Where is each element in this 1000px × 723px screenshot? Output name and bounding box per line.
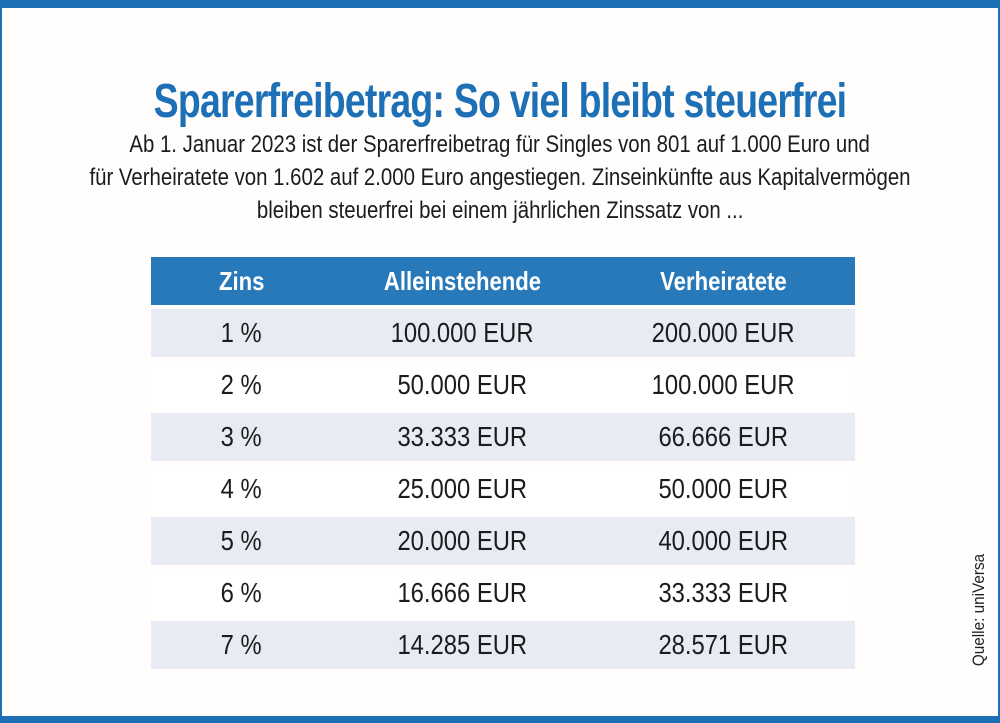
- cell-zins: 2 %: [220, 369, 263, 400]
- table-row: 1 % 100.000 EUR 200.000 EUR: [151, 309, 855, 357]
- intro-text: Ab 1. Januar 2023 ist der Sparerfreibetr…: [2, 128, 998, 227]
- table-row: 3 % 33.333 EUR 66.666 EUR: [151, 413, 855, 461]
- table-row: 6 % 16.666 EUR 33.333 EUR: [151, 569, 855, 617]
- bottom-accent-bar: [2, 716, 998, 723]
- cell-single: 100.000 EUR: [390, 317, 534, 348]
- cell-zins: 7 %: [220, 629, 263, 660]
- intro-line: Ab 1. Januar 2023 ist der Sparerfreibetr…: [129, 131, 871, 158]
- page-title-text: Sparerfreibetrag: So viel bleibt steuerf…: [153, 75, 847, 129]
- header-cell-verheiratete: Verheiratete: [592, 257, 855, 305]
- cell-married: 100.000 EUR: [652, 369, 795, 400]
- cell-zins: 4 %: [220, 473, 263, 504]
- cell-single: 20.000 EUR: [397, 525, 527, 556]
- cell-zins: 6 %: [220, 577, 263, 608]
- cell-zins: 1 %: [220, 317, 263, 348]
- cell-single: 50.000 EUR: [397, 369, 527, 400]
- source-caption: Quelle: uniVersa: [969, 553, 988, 667]
- intro-line: für Verheiratete von 1.602 auf 2.000 Eur…: [89, 164, 911, 191]
- intro-line: bleiben steuerfrei bei einem jährlichen …: [256, 197, 744, 224]
- header-cell-zins: Zins: [151, 257, 332, 305]
- cell-single: 14.285 EUR: [397, 629, 527, 660]
- cell-married: 28.571 EUR: [658, 629, 789, 660]
- cell-single: 33.333 EUR: [397, 421, 527, 452]
- header-cell-alleinstehende: Alleinstehende: [332, 257, 592, 305]
- cell-married: 40.000 EUR: [658, 525, 789, 556]
- cell-single: 16.666 EUR: [397, 577, 527, 608]
- cell-single: 25.000 EUR: [397, 473, 527, 504]
- page-title: Sparerfreibetrag: So viel bleibt steuerf…: [2, 74, 998, 129]
- allowance-table: Zins Alleinstehende Verheiratete 1 % 100…: [151, 253, 855, 673]
- cell-married: 33.333 EUR: [658, 577, 789, 608]
- top-accent-bar: [2, 0, 998, 8]
- cell-married: 66.666 EUR: [658, 421, 789, 452]
- table-row: 7 % 14.285 EUR 28.571 EUR: [151, 621, 855, 669]
- table-row: 4 % 25.000 EUR 50.000 EUR: [151, 465, 855, 513]
- table-header-row: Zins Alleinstehende Verheiratete: [151, 257, 855, 305]
- cell-zins: 5 %: [220, 525, 263, 556]
- cell-zins: 3 %: [220, 421, 263, 452]
- cell-married: 50.000 EUR: [658, 473, 789, 504]
- table-row: 5 % 20.000 EUR 40.000 EUR: [151, 517, 855, 565]
- table-row: 2 % 50.000 EUR 100.000 EUR: [151, 361, 855, 409]
- cell-married: 200.000 EUR: [652, 317, 795, 348]
